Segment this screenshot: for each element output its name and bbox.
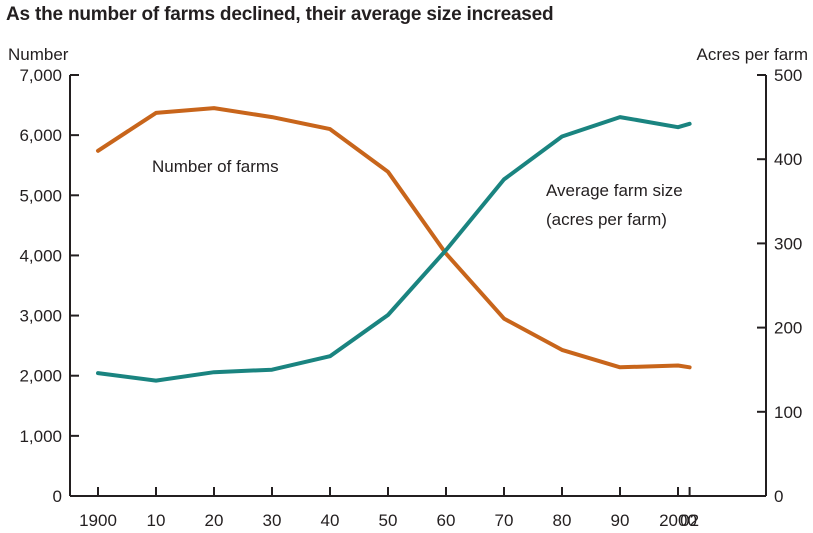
- data-point-average-farm-size: [502, 177, 506, 181]
- y-left-tick-label: 5,000: [19, 186, 62, 205]
- annotation-average-farm-size: Average farm size: [546, 181, 683, 200]
- annotation-acres-per-farm: (acres per farm): [546, 210, 667, 229]
- data-point-average-farm-size: [96, 371, 100, 375]
- data-point-average-farm-size: [270, 368, 274, 372]
- x-tick-label: 10: [147, 511, 166, 530]
- x-tick-label: 02: [680, 511, 699, 530]
- data-point-number-of-farms: [270, 115, 274, 119]
- x-tick-label: 1900: [79, 511, 117, 530]
- y-left-tick-label: 3,000: [19, 307, 62, 326]
- y-left-tick-label: 0: [53, 487, 62, 506]
- y-right-tick-label: 200: [774, 319, 802, 338]
- x-tick-label: 60: [437, 511, 456, 530]
- data-point-number-of-farms: [328, 127, 332, 131]
- x-tick-label: 2000: [659, 511, 697, 530]
- data-point-average-farm-size: [444, 248, 448, 252]
- annotation-number-of-farms: Number of farms: [152, 157, 279, 176]
- data-point-number-of-farms: [154, 111, 158, 115]
- x-tick-label: 20: [205, 511, 224, 530]
- data-point-number-of-farms: [688, 365, 692, 369]
- data-point-number-of-farms: [502, 317, 506, 321]
- y-left-tick-label: 4,000: [19, 246, 62, 265]
- y-left-tick-label: 6,000: [19, 126, 62, 145]
- y-left-tick-label: 7,000: [19, 66, 62, 85]
- data-point-average-farm-size: [688, 122, 692, 126]
- y-right-tick-label: 400: [774, 150, 802, 169]
- y-right-tick-label: 100: [774, 403, 802, 422]
- data-point-number-of-farms: [560, 348, 564, 352]
- chart-title: As the number of farms declined, their a…: [6, 4, 554, 25]
- x-tick-label: 50: [379, 511, 398, 530]
- y-right-tick-label: 0: [774, 487, 783, 506]
- data-point-number-of-farms: [212, 106, 216, 110]
- y-left-tick-label: 2,000: [19, 367, 62, 386]
- x-tick-label: 70: [495, 511, 514, 530]
- series-line-number-of-farms: [96, 106, 692, 370]
- y-right-tick-label: 300: [774, 234, 802, 253]
- x-tick-label: 30: [263, 511, 282, 530]
- data-point-average-farm-size: [560, 135, 564, 138]
- x-tick-label: 90: [611, 511, 630, 530]
- y-left-tick-label: 1,000: [19, 427, 62, 446]
- series-line-average-farm-size: [96, 115, 692, 383]
- data-point-average-farm-size: [154, 379, 158, 383]
- data-point-number-of-farms: [618, 365, 622, 369]
- y-right-tick-label: 500: [774, 66, 802, 85]
- y-right-axis-label: Acres per farm: [697, 45, 808, 64]
- x-tick-label: 40: [321, 511, 340, 530]
- data-point-average-farm-size: [676, 125, 680, 129]
- data-point-average-farm-size: [328, 354, 332, 358]
- data-point-number-of-farms: [676, 364, 680, 367]
- data-point-average-farm-size: [386, 313, 390, 317]
- y-left-axis-label: Number: [8, 45, 69, 64]
- data-point-number-of-farms: [386, 170, 390, 174]
- data-point-average-farm-size: [212, 370, 216, 374]
- data-point-number-of-farms: [96, 149, 100, 153]
- x-tick-label: 80: [553, 511, 572, 530]
- data-point-average-farm-size: [618, 115, 622, 119]
